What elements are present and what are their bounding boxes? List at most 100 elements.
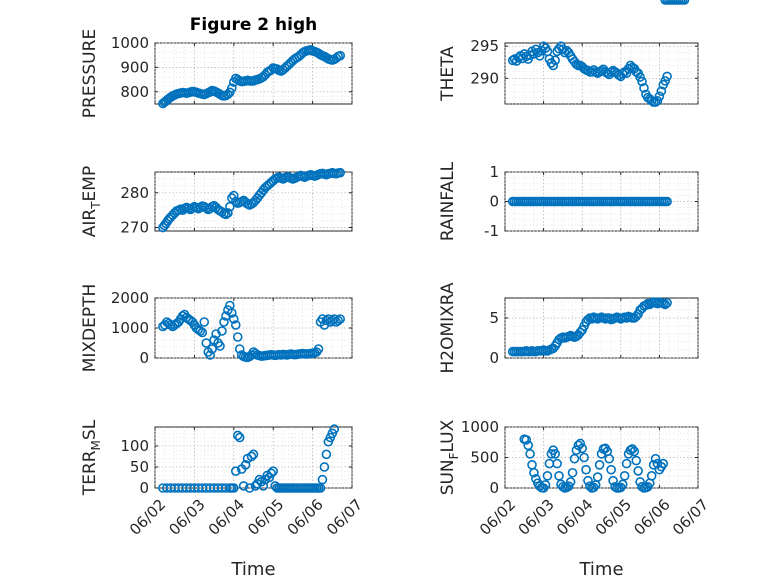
x-axis-label: Time xyxy=(230,559,275,580)
data-point xyxy=(523,440,533,451)
y-axis-label: TERRMSL xyxy=(80,419,103,496)
data-point xyxy=(548,60,559,71)
x-tick-label: 06/02 xyxy=(126,496,169,539)
data-point xyxy=(639,83,649,93)
data-point xyxy=(606,67,616,77)
data-point xyxy=(637,76,647,87)
data-point xyxy=(594,460,605,470)
data-point xyxy=(575,438,586,449)
data-point xyxy=(205,350,215,360)
y-tick-label: 0 xyxy=(139,349,149,367)
x-tick-label: 06/07 xyxy=(323,496,366,539)
data-point xyxy=(554,470,564,481)
data-point xyxy=(660,76,670,86)
panel-h2omixra: 0 5 H2OMIXRA xyxy=(438,282,699,374)
data-point xyxy=(654,91,665,102)
data-point xyxy=(619,470,630,481)
data-point xyxy=(266,468,277,479)
chart-title: Figure 2 high xyxy=(190,15,318,35)
data-point xyxy=(650,453,661,464)
x-tick-label: 06/05 xyxy=(592,496,635,539)
data-point xyxy=(656,86,667,96)
data-point xyxy=(335,314,345,324)
data-point xyxy=(317,474,328,485)
y-tick-label: 270 xyxy=(120,219,149,237)
data-point xyxy=(529,467,539,478)
data-point xyxy=(229,314,239,324)
y-axis-label: THETA xyxy=(438,46,458,102)
data-point xyxy=(244,483,255,493)
data-point xyxy=(540,480,551,490)
data-point xyxy=(234,432,245,443)
data-point xyxy=(581,464,591,475)
data-point xyxy=(567,467,578,478)
data-point xyxy=(542,470,553,481)
data-points xyxy=(519,0,690,493)
panel-air-temp: 270 280 AIRTEMP xyxy=(80,166,353,237)
data-points xyxy=(507,196,672,207)
y-tick-label: 100 xyxy=(120,437,149,455)
data-point xyxy=(234,344,245,354)
y-axis-label: AIRTEMP xyxy=(80,166,103,237)
x-tick-label: 06/03 xyxy=(165,496,208,539)
data-point xyxy=(662,71,672,82)
y-tick-label: 1000 xyxy=(461,418,499,436)
data-point xyxy=(315,483,326,493)
data-point xyxy=(646,470,657,481)
x-tick-label: 06/05 xyxy=(244,496,287,539)
x-tick-label: 06/04 xyxy=(553,496,596,539)
data-point xyxy=(165,320,176,330)
data-point xyxy=(633,466,643,476)
panel-rainfall: -1 0 1 RAINFALL xyxy=(438,161,699,241)
data-point xyxy=(629,446,640,457)
y-tick-label: -1 xyxy=(484,222,499,240)
data-point xyxy=(335,50,345,61)
data-point xyxy=(552,458,562,469)
data-point xyxy=(617,69,628,79)
data-point xyxy=(569,453,580,464)
data-point xyxy=(534,51,545,61)
data-point xyxy=(229,190,239,201)
y-tick-label: 900 xyxy=(120,58,149,76)
x-tick-label: 06/04 xyxy=(205,496,248,539)
data-point xyxy=(215,341,225,351)
y-axis-label: SUNFLUX xyxy=(438,419,461,495)
data-point xyxy=(199,317,210,327)
data-point xyxy=(604,453,615,464)
x-tick-label: 06/06 xyxy=(284,496,327,539)
data-point xyxy=(268,466,279,476)
data-points xyxy=(158,45,345,109)
data-points xyxy=(158,167,345,233)
data-point xyxy=(248,449,259,460)
x-tick-label: 06/06 xyxy=(630,496,673,539)
y-tick-label: 0 xyxy=(489,479,499,497)
y-tick-label: 5 xyxy=(489,309,499,327)
y-axis-label: MIXDEPTH xyxy=(80,284,100,373)
data-point xyxy=(507,55,518,66)
panel-pressure: 800 900 1000 PRESSURE Figure 2 high xyxy=(80,15,353,118)
data-points xyxy=(158,424,340,493)
data-point xyxy=(335,167,345,178)
data-point xyxy=(627,444,638,454)
data-point xyxy=(329,424,340,434)
data-points xyxy=(507,297,672,357)
data-point xyxy=(588,482,599,493)
data-point xyxy=(621,68,632,78)
y-tick-label: 500 xyxy=(470,449,499,467)
data-point xyxy=(319,462,330,472)
data-point xyxy=(230,466,241,476)
data-point xyxy=(652,95,663,106)
data-point xyxy=(201,338,212,348)
x-tick-label: 06/03 xyxy=(515,496,558,539)
data-point xyxy=(227,83,237,93)
data-point xyxy=(550,55,560,66)
y-tick-label: 1000 xyxy=(111,319,149,337)
data-point xyxy=(579,452,589,463)
data-point xyxy=(230,320,241,330)
data-point xyxy=(583,475,593,486)
data-point xyxy=(258,481,269,491)
data-point xyxy=(621,458,632,469)
y-tick-label: 280 xyxy=(120,184,149,202)
data-point xyxy=(641,300,651,311)
